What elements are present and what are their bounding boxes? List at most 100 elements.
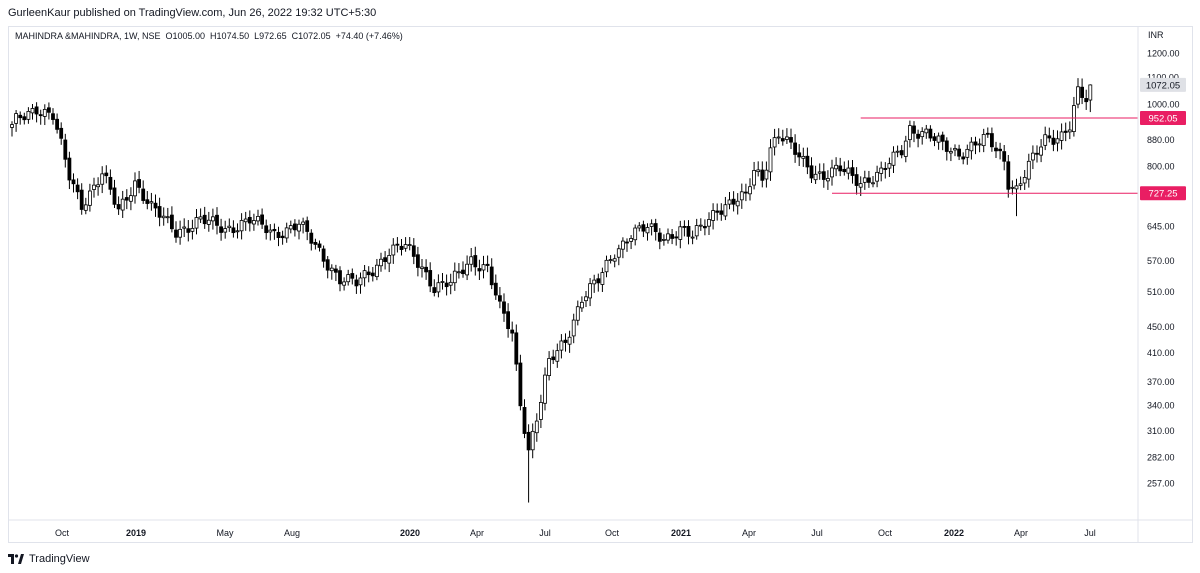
candle	[756, 161, 761, 177]
time-tick-label: Apr	[742, 528, 756, 538]
candle	[297, 219, 301, 240]
candle	[879, 161, 884, 182]
candle	[128, 187, 133, 211]
candle	[55, 113, 59, 134]
candle	[854, 167, 859, 195]
candle	[698, 218, 703, 231]
candles-group	[10, 78, 1093, 503]
candle	[30, 104, 35, 120]
candle	[850, 160, 855, 184]
candle	[477, 259, 482, 281]
price-tick-label: 880.00	[1147, 135, 1175, 145]
candle	[22, 112, 27, 125]
candle	[834, 157, 838, 177]
candle	[785, 128, 789, 144]
candle	[903, 135, 908, 163]
svg-text:1072.05: 1072.05	[1146, 80, 1180, 91]
candle	[485, 255, 490, 273]
candle	[370, 267, 375, 282]
candle	[621, 237, 625, 259]
candle	[63, 133, 68, 168]
candle	[748, 178, 752, 201]
time-axis: Oct 2019 May Aug 2020 Apr Jul Oct 2021 Apr Jul Oct 2…	[9, 519, 1192, 538]
price-tick-label: 282.00	[1147, 453, 1175, 463]
candle	[379, 252, 383, 272]
candle	[760, 161, 765, 188]
candle	[100, 166, 105, 194]
candle	[768, 139, 773, 181]
last-price-badge: 1072.05	[1140, 77, 1186, 92]
candle	[305, 216, 310, 241]
candle	[821, 163, 826, 188]
candle	[920, 127, 925, 145]
candle	[145, 191, 150, 210]
candle	[411, 238, 416, 265]
candle	[969, 137, 974, 160]
candle	[1080, 78, 1084, 105]
candle	[534, 413, 539, 442]
candle	[350, 268, 355, 285]
candle	[133, 172, 137, 204]
time-tick-label: Apr	[1014, 528, 1028, 538]
currency-label: INR	[1148, 30, 1164, 40]
svg-text:952.05: 952.05	[1148, 114, 1177, 125]
candle	[481, 255, 486, 279]
candle	[260, 208, 265, 229]
candle	[686, 220, 691, 245]
level-price-badge: 952.05	[1140, 111, 1186, 126]
price-tick-label: 800.00	[1147, 162, 1175, 172]
candle	[444, 274, 449, 296]
time-tick-label: 2022	[944, 528, 964, 538]
chart-frame	[8, 26, 1193, 543]
candle	[239, 213, 244, 240]
candle	[374, 258, 379, 281]
candle	[42, 104, 47, 126]
candle	[301, 217, 306, 234]
candle	[780, 129, 785, 146]
candle	[18, 111, 23, 125]
candle	[338, 266, 342, 292]
candle	[604, 255, 609, 278]
candle	[473, 246, 478, 276]
candle	[575, 300, 580, 326]
candle	[625, 238, 629, 252]
candle	[440, 273, 445, 290]
candle	[797, 144, 802, 167]
candle	[694, 218, 699, 240]
price-tick-label: 570.00	[1147, 256, 1175, 266]
candle	[563, 333, 568, 352]
candle	[329, 264, 334, 280]
tradingview-footer[interactable]: TradingView	[8, 553, 90, 565]
time-tick-label: Oct	[55, 528, 70, 538]
candle	[223, 220, 228, 239]
candle	[1076, 78, 1080, 109]
candle	[600, 267, 605, 292]
candle	[407, 237, 412, 251]
candle	[235, 223, 240, 239]
candle	[210, 208, 215, 230]
candle	[596, 273, 601, 292]
candle	[493, 274, 498, 300]
candle	[895, 145, 900, 158]
candle	[79, 183, 84, 215]
candle	[957, 144, 961, 161]
time-tick-label: 2020	[400, 528, 420, 538]
symbol-legend: MAHINDRA &MAHINDRA, 1W, NSE O1005.00 H10…	[15, 31, 403, 41]
candle	[899, 145, 904, 159]
price-chart[interactable]: INR 1200.00 1100.00 1000.00 880.00 800.00 645.…	[0, 0, 1200, 545]
candle	[912, 121, 916, 143]
candle	[10, 121, 14, 137]
candle	[432, 279, 437, 297]
price-tick-label: 410.00	[1147, 348, 1175, 358]
candle	[629, 235, 633, 250]
time-tick-label: 2021	[671, 528, 691, 538]
candle	[862, 170, 867, 190]
candle	[559, 334, 564, 359]
price-tick-label: 370.00	[1147, 377, 1175, 387]
candle	[141, 180, 146, 204]
candle	[1018, 176, 1023, 191]
price-tick-label: 340.00	[1147, 400, 1175, 410]
price-tick-label: 1100.00	[1147, 73, 1179, 83]
candle	[14, 110, 19, 132]
candle	[346, 269, 351, 286]
